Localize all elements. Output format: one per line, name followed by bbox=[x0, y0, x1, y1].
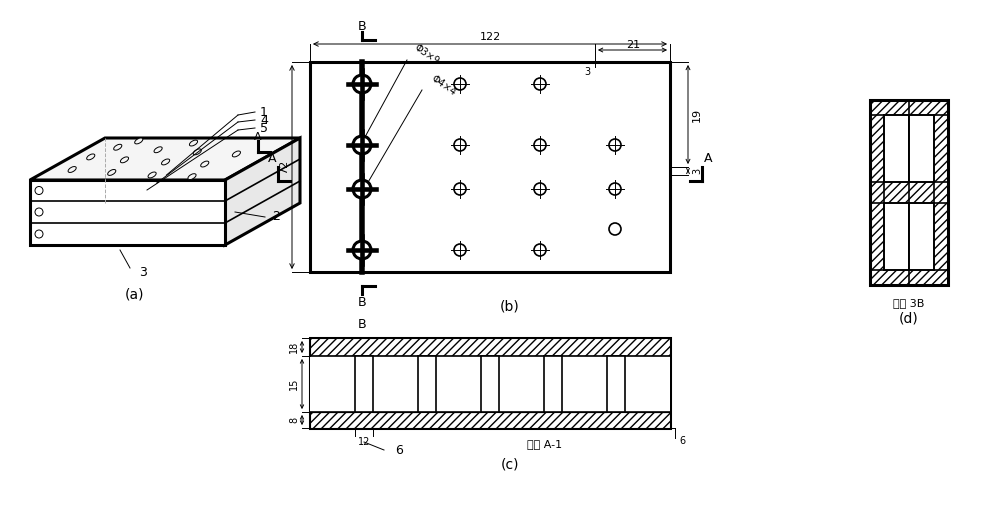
Circle shape bbox=[353, 180, 371, 198]
Circle shape bbox=[454, 139, 466, 151]
Ellipse shape bbox=[154, 147, 162, 153]
Text: B: B bbox=[358, 19, 366, 33]
Circle shape bbox=[534, 139, 546, 151]
Bar bbox=[870, 100, 948, 285]
Bar bbox=[870, 100, 948, 285]
Text: (d): (d) bbox=[899, 311, 919, 325]
Bar bbox=[310, 62, 670, 272]
Polygon shape bbox=[30, 138, 300, 180]
Text: 18: 18 bbox=[289, 341, 299, 353]
Circle shape bbox=[454, 78, 466, 90]
Ellipse shape bbox=[201, 161, 209, 167]
Text: 21: 21 bbox=[626, 40, 640, 50]
Polygon shape bbox=[30, 180, 225, 245]
Ellipse shape bbox=[162, 159, 170, 165]
Circle shape bbox=[534, 78, 546, 90]
Text: 122: 122 bbox=[479, 32, 501, 42]
Text: 3: 3 bbox=[139, 266, 147, 278]
Bar bbox=[884, 115, 909, 182]
Text: 8: 8 bbox=[289, 417, 299, 423]
Circle shape bbox=[353, 136, 371, 154]
Polygon shape bbox=[225, 138, 300, 245]
Text: 剪面 A-1: 剪面 A-1 bbox=[527, 439, 563, 449]
Text: A: A bbox=[254, 132, 262, 142]
Circle shape bbox=[35, 186, 43, 195]
Bar bbox=[418, 356, 436, 412]
Bar bbox=[909, 115, 934, 182]
Circle shape bbox=[353, 241, 371, 259]
Bar bbox=[436, 356, 481, 412]
Bar bbox=[481, 356, 499, 412]
Bar bbox=[909, 203, 934, 270]
Text: 5: 5 bbox=[260, 121, 268, 135]
Circle shape bbox=[35, 208, 43, 216]
Ellipse shape bbox=[114, 144, 122, 150]
Text: 6: 6 bbox=[395, 444, 403, 458]
Text: 6: 6 bbox=[679, 436, 685, 446]
Bar bbox=[310, 356, 670, 412]
Ellipse shape bbox=[68, 167, 76, 172]
Text: (c): (c) bbox=[501, 457, 519, 471]
Bar bbox=[884, 203, 909, 270]
Circle shape bbox=[353, 75, 371, 93]
Text: 3: 3 bbox=[584, 67, 590, 77]
Bar bbox=[310, 338, 670, 356]
Text: (a): (a) bbox=[125, 288, 145, 302]
Text: 2: 2 bbox=[272, 210, 280, 224]
Circle shape bbox=[454, 183, 466, 195]
Bar bbox=[310, 356, 355, 412]
Bar bbox=[310, 338, 670, 428]
Ellipse shape bbox=[135, 138, 143, 144]
Text: B: B bbox=[358, 296, 366, 308]
Text: 12: 12 bbox=[358, 437, 370, 447]
Ellipse shape bbox=[120, 157, 129, 163]
Bar bbox=[373, 356, 418, 412]
Text: 1: 1 bbox=[260, 106, 268, 118]
Bar bbox=[499, 356, 544, 412]
Text: Φ4×4: Φ4×4 bbox=[430, 74, 458, 98]
Ellipse shape bbox=[188, 174, 196, 180]
Text: 15: 15 bbox=[289, 378, 299, 390]
Bar bbox=[355, 356, 373, 412]
Ellipse shape bbox=[232, 151, 240, 157]
Bar bbox=[625, 356, 670, 412]
Text: Φ3×9: Φ3×9 bbox=[413, 43, 441, 67]
Text: 3: 3 bbox=[692, 168, 702, 174]
Text: B: B bbox=[358, 319, 366, 332]
Bar bbox=[562, 356, 607, 412]
Ellipse shape bbox=[87, 154, 95, 160]
Bar bbox=[607, 356, 625, 412]
Text: A: A bbox=[704, 152, 712, 166]
Circle shape bbox=[534, 183, 546, 195]
Circle shape bbox=[454, 244, 466, 256]
Bar bbox=[544, 356, 562, 412]
Circle shape bbox=[609, 139, 621, 151]
Circle shape bbox=[609, 223, 621, 235]
Text: 4: 4 bbox=[260, 113, 268, 126]
Text: 5: 5 bbox=[487, 379, 493, 389]
Ellipse shape bbox=[108, 170, 116, 175]
Text: 19: 19 bbox=[692, 107, 702, 121]
Bar bbox=[310, 412, 670, 428]
Text: A: A bbox=[268, 152, 276, 166]
Circle shape bbox=[35, 230, 43, 238]
Text: (b): (b) bbox=[500, 300, 520, 314]
Circle shape bbox=[534, 244, 546, 256]
Circle shape bbox=[609, 183, 621, 195]
Ellipse shape bbox=[193, 149, 201, 155]
Text: 剪面 3B: 剪面 3B bbox=[893, 298, 925, 308]
Ellipse shape bbox=[189, 140, 198, 146]
Text: 72: 72 bbox=[279, 160, 289, 174]
Ellipse shape bbox=[148, 172, 156, 178]
